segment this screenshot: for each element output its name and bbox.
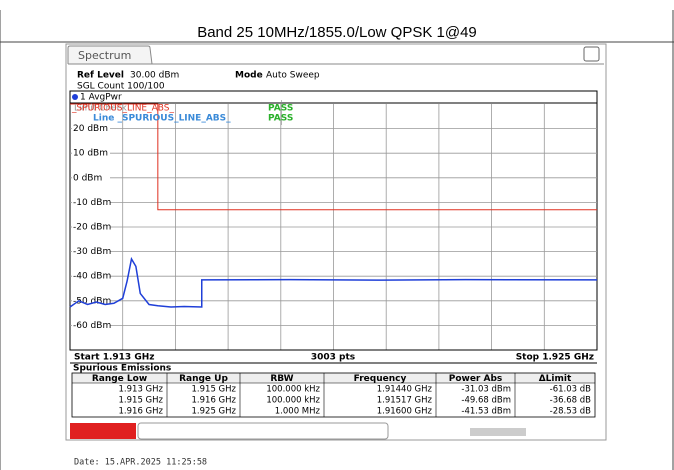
menu-icon[interactable]: [583, 46, 600, 62]
table-cell: -49.68 dBm: [461, 396, 511, 406]
ref-label: Ref Level: [77, 71, 124, 81]
y-tick-label: -50 dBm: [73, 296, 111, 306]
table-head-bg: [72, 373, 595, 383]
y-tick-label: 10 dBm: [73, 149, 108, 159]
title: Band 25 10MHz/1855.0/Low QPSK 1@49: [197, 24, 477, 41]
column-header: Range Low: [92, 374, 147, 384]
stop-freq: Stop 1.925 GHz: [516, 353, 594, 363]
progress: [470, 428, 526, 436]
tab[interactable]: [67, 45, 153, 65]
table-cell: 1.000 MHz: [275, 407, 321, 417]
table-cell: -61.03 dB: [550, 385, 591, 395]
trace-dot: [72, 94, 78, 100]
label-bg: [72, 270, 110, 283]
table-cell: 100.000 kHz: [266, 385, 320, 395]
start-freq: Start 1.913 GHz: [74, 353, 155, 363]
sgl-count: SGL Count 100/100: [77, 82, 165, 92]
mode-label: Mode: [235, 71, 263, 81]
table-cell: 1.91600 GHz: [377, 407, 433, 417]
table-cell: 1.91440 GHz: [377, 385, 433, 395]
limit-name: _SPURIOUS_LINE_ABS_: [71, 104, 174, 114]
y-tick-label: -20 dBm: [73, 223, 111, 233]
label-bg: [72, 122, 110, 135]
label-bg: [72, 196, 110, 209]
table-cell: 1.916 GHz: [192, 396, 237, 406]
column-header: Frequency: [354, 374, 407, 384]
table-cell: 1.915 GHz: [192, 385, 237, 395]
table-cell: -28.53 dB: [550, 407, 591, 417]
limit-line: [70, 103, 597, 211]
limit-line: Line _SPURIOUS_LINE_ABS_: [93, 114, 231, 124]
label-bg: [72, 171, 110, 184]
table: Range Low Range Up RBW Frequency Power Abs ΔL…: [71, 372, 596, 418]
label-bg: [72, 147, 110, 160]
table-frame: [71, 372, 596, 418]
y-tick-label: -30 dBm: [73, 247, 111, 257]
column-header: RBW: [270, 374, 293, 384]
ref-value: 30.00 dBm: [130, 71, 179, 81]
table-cell: -41.53 dBm: [461, 407, 511, 417]
column-header: Power Abs: [449, 374, 503, 384]
tab-label: Spectrum: [78, 49, 131, 62]
label-bg: [72, 245, 110, 258]
table-title: Spurious Emissions: [73, 364, 171, 374]
plot: 20 dBm 10 dBm 0 dBm -10 dBm -20 dBm -30 dBm -4…: [69, 100, 598, 350]
table-cell: 1.925 GHz: [192, 407, 237, 417]
table-cell: 1.913 GHz: [119, 385, 164, 395]
status-local[interactable]: [70, 423, 136, 439]
y-tick-label: -40 dBm: [73, 272, 111, 282]
table-cell: 1.916 GHz: [119, 407, 164, 417]
table-cell: -36.68 dB: [550, 396, 591, 406]
table-cell: 1.91517 GHz: [377, 396, 433, 406]
trace-label: 1 AvgPwr: [80, 93, 122, 103]
status-field: [137, 422, 389, 440]
table-cell: 1.915 GHz: [119, 396, 164, 406]
pass: PASS: [268, 104, 293, 114]
limit-check: Limit Check: [74, 104, 128, 114]
y-tick-label: 0 dBm: [73, 173, 102, 183]
y-tick-label: -60 dBm: [73, 321, 111, 331]
pass: PASS: [268, 114, 293, 124]
label-bg: [72, 221, 110, 233]
column-header: Range Up: [179, 374, 228, 384]
date: Date: 15.APR.2025 11:25:58: [74, 458, 207, 468]
label-bg: [72, 319, 110, 332]
y-tick-label: -10 dBm: [73, 198, 111, 208]
column-header: ΔLimit: [539, 374, 572, 384]
table-cell: 100.000 kHz: [266, 396, 320, 406]
mode-value: Auto Sweep: [266, 71, 320, 81]
table-cell: -31.03 dBm: [461, 385, 511, 395]
y-tick-label: 20 dBm: [73, 124, 108, 134]
trace: [69, 256, 598, 308]
points: 3003 pts: [311, 353, 355, 363]
